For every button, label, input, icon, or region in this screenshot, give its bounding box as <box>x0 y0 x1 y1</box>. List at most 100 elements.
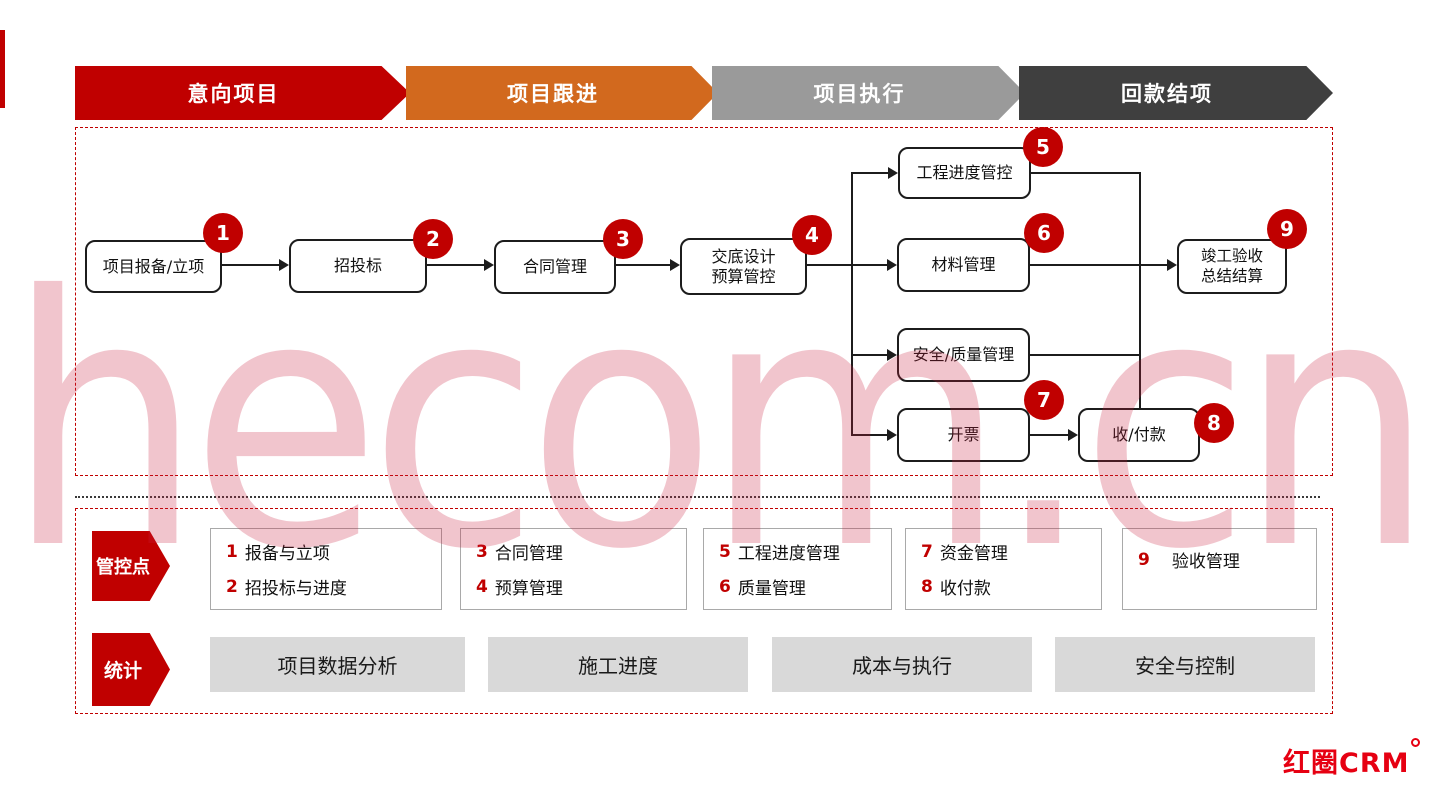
stage-arrow-followup: 项目跟进 <box>406 66 718 120</box>
stat-box-safety-ctrl: 安全与控制 <box>1055 637 1315 692</box>
flow-box-progress-control: 工程进度管控 <box>898 147 1031 199</box>
stage-arrow-settlement: 回款结项 <box>1019 66 1333 120</box>
flow-box-project-filing: 项目报备/立项 <box>85 240 222 293</box>
flow-box-label: 开票 <box>947 425 980 444</box>
step-badge-1: 1 <box>203 213 243 253</box>
connector-line <box>852 354 887 356</box>
stage-label: 项目跟进 <box>507 82 599 106</box>
stat-box-label: 成本与执行 <box>852 654 952 678</box>
flow-box-contract: 合同管理 <box>494 240 616 294</box>
arrowhead-icon <box>484 259 494 271</box>
control-item-text: 资金管理 <box>939 544 1008 564</box>
control-group-3: 5 工程进度管理 6 质量管理 <box>703 528 892 610</box>
control-item-text: 合同管理 <box>494 544 563 564</box>
control-item-number: 3 <box>476 541 488 562</box>
flow-box-payments: 收/付款 <box>1078 408 1200 462</box>
flow-box-label: 收/付款 <box>1112 425 1166 444</box>
control-item-text: 质量管理 <box>737 579 806 599</box>
connector-line <box>427 264 484 266</box>
control-item: 5 工程进度管理 <box>719 539 891 565</box>
connector-line <box>852 264 887 266</box>
control-item-number: 5 <box>719 541 731 562</box>
flow-box-safety-quality: 安全/质量管理 <box>897 328 1030 382</box>
collector-line <box>1139 172 1141 409</box>
step-badge-9: 9 <box>1267 209 1307 249</box>
step-badge-6: 6 <box>1024 213 1064 253</box>
control-item: 3 合同管理 <box>476 539 686 565</box>
flow-box-invoicing: 开票 <box>897 408 1030 462</box>
control-item: 6 质量管理 <box>719 574 891 600</box>
degree-ring-icon <box>1411 738 1421 747</box>
control-group-4: 7 资金管理 8 收付款 <box>905 528 1102 610</box>
control-item-text: 工程进度管理 <box>737 544 840 564</box>
control-item-text: 收付款 <box>939 579 991 599</box>
connector-line <box>852 434 887 436</box>
flow-box-label: 材料管理 <box>931 255 996 274</box>
connector-line <box>1031 172 1141 174</box>
connector-line <box>1030 434 1068 436</box>
control-item: 8 收付款 <box>921 574 1101 600</box>
step-badge-3: 3 <box>603 219 643 259</box>
stage-label: 项目执行 <box>813 82 906 106</box>
arrowhead-icon <box>887 429 897 441</box>
stat-box-label: 施工进度 <box>578 654 658 678</box>
arrowhead-icon <box>279 259 289 271</box>
stage-arrow-intent: 意向项目 <box>75 66 410 120</box>
flow-box-label: 安全/质量管理 <box>912 345 1015 364</box>
brand-logo: 红圈CRM <box>1283 738 1421 780</box>
flow-box-acceptance-settle: 竣工验收 总结结算 <box>1177 239 1287 294</box>
control-item-text: 验收管理 <box>1171 552 1240 572</box>
stat-box-label: 项目数据分析 <box>277 654 398 678</box>
flow-box-label: 招投标 <box>333 256 382 275</box>
flow-box-label: 竣工验收 <box>1200 247 1263 266</box>
connector-line <box>807 264 853 266</box>
control-item: 9 验收管理 <box>1138 547 1316 573</box>
control-item-number: 7 <box>921 541 933 562</box>
control-points-label: 管控点 <box>96 557 150 578</box>
stat-box-cost-exec: 成本与执行 <box>772 637 1032 692</box>
arrowhead-icon <box>888 167 898 179</box>
arrowhead-icon <box>670 259 680 271</box>
arrowhead-icon <box>887 259 897 271</box>
step-badge-2: 2 <box>413 219 453 259</box>
stage-label: 回款结项 <box>1121 82 1213 106</box>
control-item-number: 6 <box>719 576 731 597</box>
brand-logo-text: 红圈CRM <box>1283 748 1410 779</box>
flow-box-label: 项目报备/立项 <box>102 256 205 276</box>
control-group-1: 1 报备与立项 2 招投标与进度 <box>210 528 442 610</box>
arrowhead-icon <box>887 349 897 361</box>
step-badge-4: 4 <box>792 215 832 255</box>
control-group-2: 3 合同管理 4 预算管理 <box>460 528 687 610</box>
step-badge-8: 8 <box>1194 403 1234 443</box>
arrowhead-icon <box>1068 429 1078 441</box>
section-divider <box>75 496 1320 498</box>
connector-line <box>1030 264 1167 266</box>
control-item-number: 9 <box>1138 549 1150 570</box>
branch-line <box>851 172 853 436</box>
stat-box-project-data: 项目数据分析 <box>210 637 465 692</box>
control-item: 1 报备与立项 <box>226 539 441 565</box>
control-item: 4 预算管理 <box>476 574 686 600</box>
statistics-label: 统计 <box>103 660 142 682</box>
connector-line <box>852 172 888 174</box>
control-item-number: 2 <box>226 576 238 597</box>
flow-box-label: 交底设计 <box>711 246 776 266</box>
connector-line <box>616 264 670 266</box>
flow-box-materials: 材料管理 <box>897 238 1030 292</box>
flow-box-design-budget: 交底设计 预算管控 <box>680 238 807 295</box>
control-group-5: 9 验收管理 <box>1122 528 1317 610</box>
control-item-number: 8 <box>921 576 933 597</box>
step-badge-5: 5 <box>1023 127 1063 167</box>
stat-box-construction: 施工进度 <box>488 637 748 692</box>
stage-arrow-execution: 项目执行 <box>712 66 1025 120</box>
step-badge-7: 7 <box>1024 380 1064 420</box>
left-accent-bar <box>0 30 5 108</box>
flow-box-label: 预算管控 <box>711 266 776 286</box>
arrowhead-icon <box>1167 259 1177 271</box>
flow-box-label: 总结结算 <box>1200 266 1263 285</box>
connector-line <box>1030 354 1141 356</box>
control-item: 2 招投标与进度 <box>226 574 441 600</box>
control-item-number: 1 <box>226 541 238 562</box>
control-item-number: 4 <box>476 576 488 597</box>
